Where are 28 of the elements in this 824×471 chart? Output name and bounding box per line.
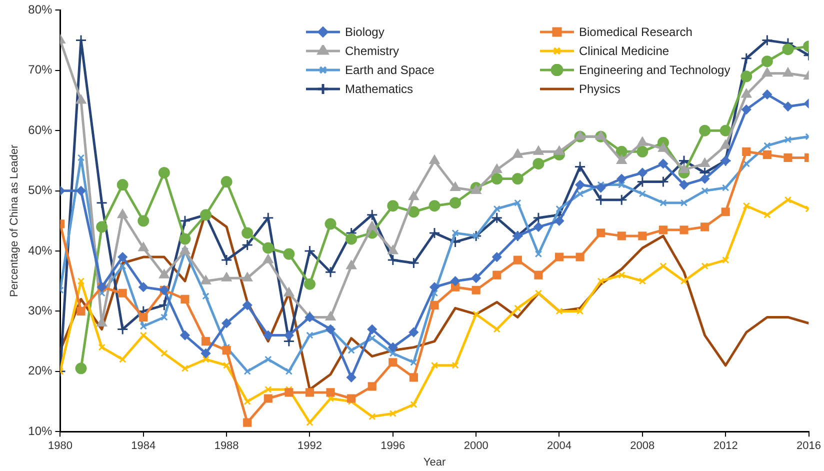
x-tick-label: 2000 bbox=[464, 440, 488, 452]
y-tick-label: 70% bbox=[28, 62, 53, 77]
y-tick-label: 40% bbox=[28, 243, 53, 258]
y-tick-label: 60% bbox=[28, 122, 53, 137]
x-tick-label: 2008 bbox=[630, 440, 655, 452]
legend-label: Mathematics bbox=[345, 82, 414, 96]
legend-label: Biology bbox=[345, 24, 384, 38]
x-tick-label: 1996 bbox=[380, 440, 406, 452]
y-tick-label: 20% bbox=[28, 364, 53, 378]
legend-label: Physics bbox=[579, 82, 620, 96]
y-axis-title: Percentage of China as Leader bbox=[8, 144, 21, 298]
x-tick-label: 1980 bbox=[48, 440, 72, 452]
y-tick-label: 50% bbox=[28, 183, 53, 198]
x-tick-label: 1992 bbox=[297, 440, 322, 452]
y-tick-label: 80% bbox=[28, 2, 53, 17]
legend-label: Earth and Space bbox=[345, 62, 434, 76]
legend-label: Biomedical Research bbox=[579, 24, 692, 38]
y-tick-label: 30% bbox=[28, 304, 53, 318]
x-tick-label: 1988 bbox=[214, 440, 239, 452]
x-tick-label: 2004 bbox=[547, 440, 572, 452]
legend-label: Chemistry bbox=[345, 44, 400, 58]
x-tick-label: 2016 bbox=[796, 440, 822, 452]
x-tick-label: 1984 bbox=[131, 440, 156, 452]
x-axis-title: Year bbox=[423, 456, 446, 468]
y-tick-label: 10% bbox=[28, 424, 53, 438]
legend-label: Clinical Medicine bbox=[579, 44, 670, 58]
x-tick-label: 2012 bbox=[713, 440, 738, 452]
legend-label: Engineering and Technology bbox=[579, 62, 730, 76]
